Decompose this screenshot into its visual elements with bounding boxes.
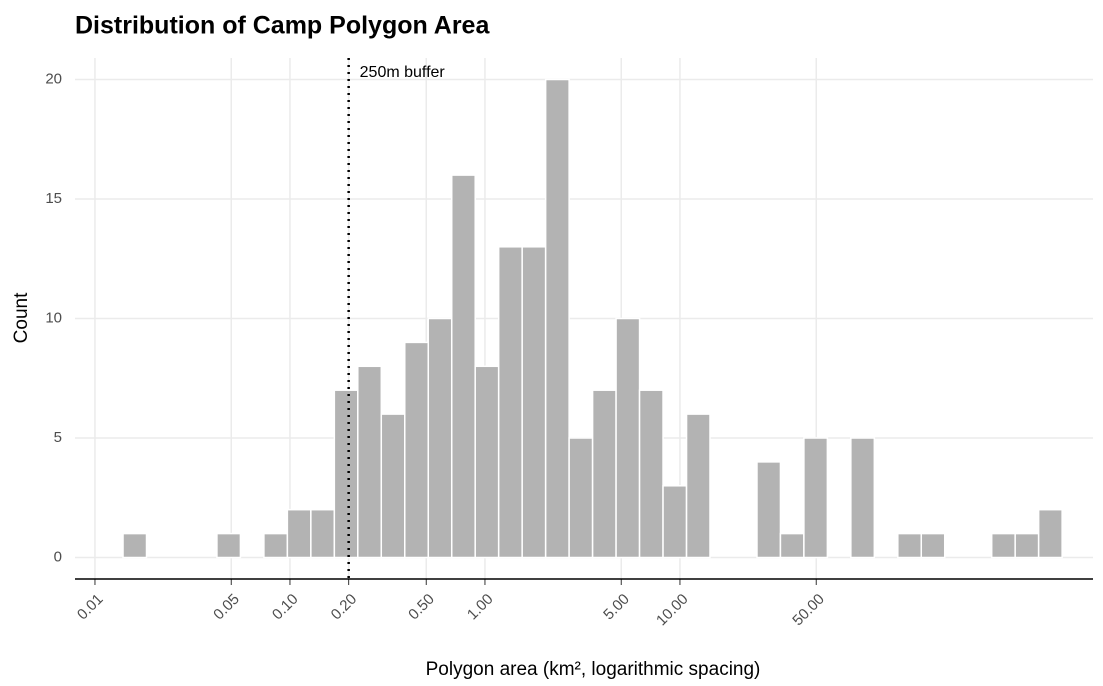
bar [427,317,453,559]
y-tick-label: 0 [54,548,62,565]
bar [990,532,1016,559]
bar [638,389,664,559]
x-tick-label: 0.05 [210,591,243,624]
x-tick-label: 0.01 [74,591,107,624]
y-tick-label: 20 [45,70,62,87]
bar [333,389,359,559]
bar [474,365,500,559]
bar [286,508,312,559]
bar [897,532,923,559]
bar [216,532,242,559]
y-axis-title: Count [11,292,32,343]
bar [920,532,946,559]
bar [263,532,289,559]
x-tick-label: 0.50 [405,591,438,624]
x-tick-label: 5.00 [600,591,633,624]
bar [803,437,829,559]
bar [310,508,336,559]
bar [357,365,383,559]
bar [615,317,641,559]
bar [450,174,476,559]
bar [380,413,406,559]
chart-title: Distribution of Camp Polygon Area [75,12,490,40]
annotation: 250m buffer [360,64,446,81]
bar [756,461,782,559]
y-tick-label: 15 [45,190,62,207]
bar [404,341,430,559]
x-tick-label: 50.00 [789,591,828,630]
bar [685,413,711,559]
bar [544,78,570,559]
bar [591,389,617,559]
x-tick-label: 0.20 [328,591,361,624]
x-tick-label: 10.00 [653,591,692,630]
bar [850,437,876,559]
bar [662,485,688,559]
bar [1014,532,1040,559]
y-tick-label: 10 [45,309,62,326]
bar [497,246,523,559]
bar [122,532,148,559]
bar [1037,508,1063,559]
x-axis-title: Polygon area (km², logarithmic spacing) [426,659,761,680]
bar [521,246,547,559]
bar [568,437,594,559]
y-tick-label: 5 [54,429,62,446]
bar [779,532,805,559]
x-tick-label: 1.00 [464,591,497,624]
x-tick-label: 0.10 [269,591,302,624]
